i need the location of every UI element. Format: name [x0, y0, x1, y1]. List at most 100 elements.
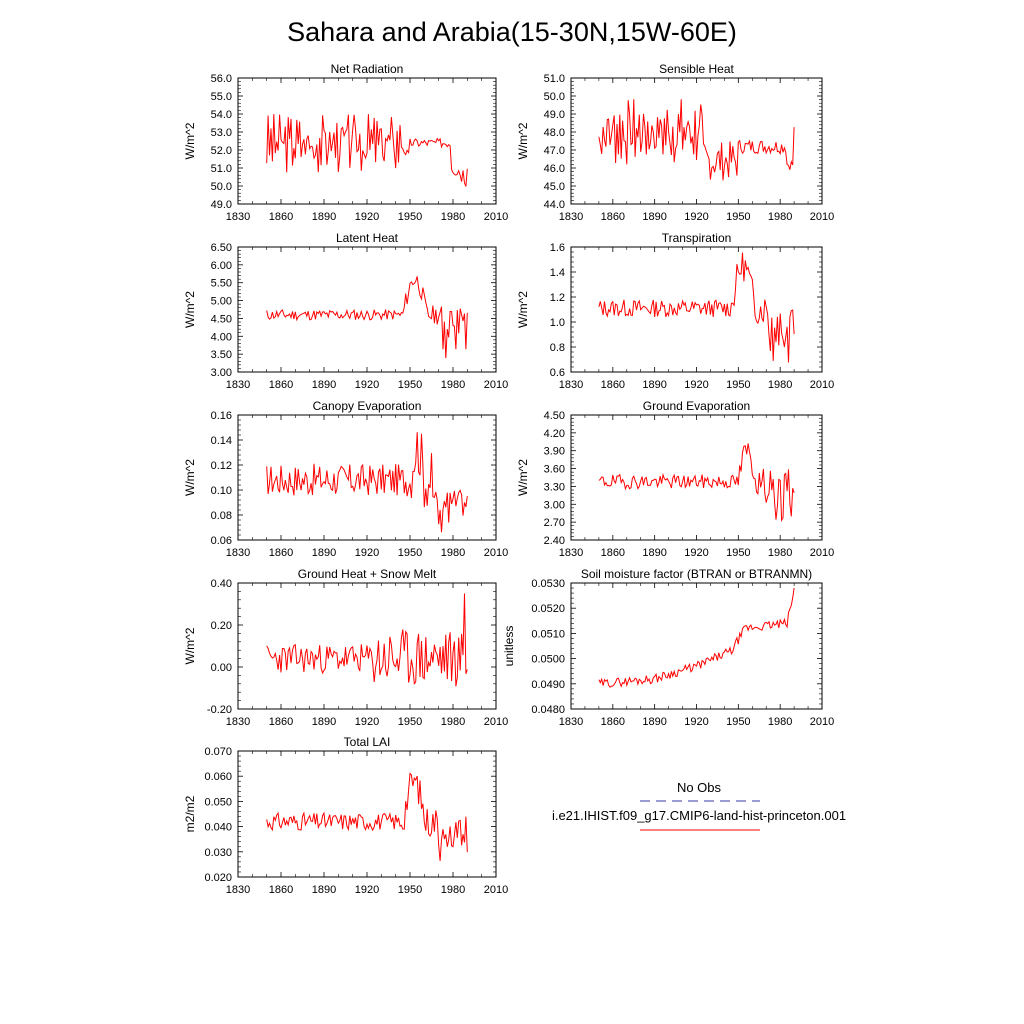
y-tick-label: 0.060	[204, 771, 232, 783]
x-tick-label: 1950	[726, 211, 750, 223]
series-line	[266, 114, 468, 187]
y-axis-label: W/m^2	[183, 122, 197, 159]
y-axis-label: m2/m2	[183, 795, 197, 832]
y-tick-label: 0.8	[550, 342, 565, 354]
x-tick-label: 1920	[684, 211, 708, 223]
y-tick-label: 44.0	[544, 199, 565, 211]
x-tick-label: 1830	[226, 547, 250, 559]
y-tick-label: 0.20	[211, 620, 232, 632]
x-tick-label: 1830	[559, 379, 583, 391]
y-tick-label: 0.030	[204, 847, 232, 859]
x-tick-label: 2010	[810, 547, 834, 559]
plot-frame	[237, 77, 497, 205]
x-tick-label: 1920	[355, 379, 379, 391]
y-tick-label: 0.06	[211, 535, 232, 547]
x-tick-label: 1920	[355, 211, 379, 223]
x-tick-label: 1890	[642, 211, 666, 223]
y-tick-label: 0.0480	[531, 704, 565, 716]
y-tick-label: 0.40	[211, 578, 232, 590]
x-tick-label: 1980	[768, 379, 792, 391]
x-tick-label: 2010	[484, 211, 508, 223]
y-tick-label: 4.50	[211, 313, 232, 325]
y-tick-label: 5.50	[211, 278, 232, 290]
plot-frame	[570, 77, 823, 205]
y-tick-label: 3.00	[211, 367, 232, 379]
x-tick-label: 1860	[269, 884, 293, 896]
y-tick-label: 53.0	[211, 127, 232, 139]
x-tick-label: 1980	[441, 716, 465, 728]
panel-title: Latent Heat	[336, 231, 399, 245]
x-tick-label: 1950	[398, 884, 422, 896]
series-line	[598, 252, 795, 363]
panel-title: Transpiration	[662, 231, 732, 245]
y-tick-label: 0.0510	[531, 628, 565, 640]
y-axis-label: W/m^2	[516, 459, 530, 496]
x-tick-label: 1860	[601, 379, 625, 391]
series-line	[266, 276, 468, 359]
y-tick-label: 2.40	[544, 535, 565, 547]
x-tick-label: 1860	[601, 211, 625, 223]
series-line	[266, 593, 468, 687]
y-tick-label: 3.90	[544, 446, 565, 458]
x-tick-label: 1890	[312, 211, 336, 223]
y-tick-label: 1.6	[550, 242, 565, 254]
y-tick-label: 1.4	[550, 267, 565, 279]
y-axis-label: W/m^2	[183, 459, 197, 496]
panel-title: Sensible Heat	[659, 62, 734, 76]
x-tick-label: 1890	[312, 716, 336, 728]
y-tick-label: 49.0	[211, 199, 232, 211]
y-tick-label: 0.0500	[531, 654, 565, 666]
y-tick-label: 48.0	[544, 127, 565, 139]
x-tick-label: 1920	[684, 379, 708, 391]
x-tick-label: 1830	[226, 379, 250, 391]
y-tick-label: 0.16	[211, 410, 232, 422]
y-tick-label: 3.50	[211, 349, 232, 361]
y-axis-label: W/m^2	[183, 627, 197, 664]
y-tick-label: 3.60	[544, 464, 565, 476]
x-tick-label: 2010	[810, 716, 834, 728]
x-tick-label: 1860	[269, 716, 293, 728]
y-tick-label: 4.20	[544, 428, 565, 440]
y-tick-label: 0.0490	[531, 679, 565, 691]
y-tick-label: 1.0	[550, 317, 565, 329]
x-tick-label: 1890	[642, 379, 666, 391]
x-tick-label: 1950	[398, 379, 422, 391]
series-line	[598, 99, 795, 181]
plot-frame	[237, 582, 497, 710]
x-tick-label: 1860	[601, 547, 625, 559]
x-tick-label: 1830	[559, 716, 583, 728]
y-tick-label: 0.14	[211, 435, 232, 447]
x-tick-label: 1980	[441, 379, 465, 391]
x-tick-label: 2010	[484, 716, 508, 728]
y-axis-label: W/m^2	[516, 122, 530, 159]
y-tick-label: 0.050	[204, 796, 232, 808]
panel-title: Ground Evaporation	[643, 399, 750, 413]
panel-title: Net Radiation	[331, 62, 404, 76]
plot-frame	[237, 246, 497, 373]
x-tick-label: 1980	[441, 211, 465, 223]
y-tick-label: 0.00	[211, 662, 232, 674]
y-tick-label: 0.08	[211, 510, 232, 522]
y-tick-label: 50.0	[544, 91, 565, 103]
legend: No Obs i.e21.IHIST.f09_g17.CMIP6-land-hi…	[552, 780, 846, 831]
y-tick-label: 55.0	[211, 91, 232, 103]
x-tick-label: 1950	[398, 716, 422, 728]
y-tick-label: -0.20	[207, 704, 232, 716]
x-tick-label: 1980	[768, 211, 792, 223]
plot-frame	[237, 750, 497, 878]
x-tick-label: 1920	[684, 716, 708, 728]
y-tick-label: 56.0	[211, 73, 232, 85]
x-tick-label: 1980	[768, 716, 792, 728]
plot-frame	[570, 582, 823, 710]
panel-2: Sensible Heat W/m^2 1830 1860 1890 1920 1950 19…	[516, 62, 834, 223]
y-tick-label: 51.0	[211, 163, 232, 175]
series-line	[266, 772, 468, 862]
x-tick-label: 1890	[642, 547, 666, 559]
y-tick-label: 49.0	[544, 109, 565, 121]
x-tick-label: 2010	[484, 379, 508, 391]
y-tick-label: 52.0	[211, 145, 232, 157]
x-tick-label: 1860	[269, 379, 293, 391]
legend-model-label: i.e21.IHIST.f09_g17.CMIP6-land-hist-prin…	[552, 808, 846, 823]
panel-5: Canopy Evaporation W/m^2 1830 1860 1890 1920 1…	[183, 399, 508, 559]
x-tick-label: 1980	[441, 884, 465, 896]
